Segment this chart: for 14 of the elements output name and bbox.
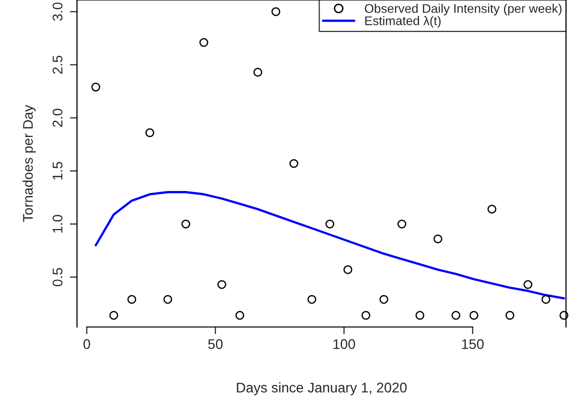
y-tick-label: 1.0	[52, 214, 62, 233]
y-tick-label: 2.0	[52, 108, 62, 127]
x-tick-label: 50	[208, 339, 223, 350]
legend-label: Observed Daily Intensity (per week)	[364, 4, 562, 16]
y-axis-title: Tornadoes per Day	[22, 104, 36, 222]
legend-label: Estimated λ(t)	[365, 16, 441, 28]
x-tick-label: 0	[83, 339, 90, 350]
y-tick-label: 3.0	[52, 2, 62, 21]
x-axis-title: Days since January 1, 2020	[236, 382, 407, 396]
y-tick-label: 2.5	[52, 56, 62, 74]
x-tick-label: 100	[333, 339, 356, 350]
y-tick-label: 0.5	[52, 268, 62, 286]
y-tick-label: 1.5	[52, 162, 62, 180]
x-tick-label: 150	[462, 339, 484, 350]
